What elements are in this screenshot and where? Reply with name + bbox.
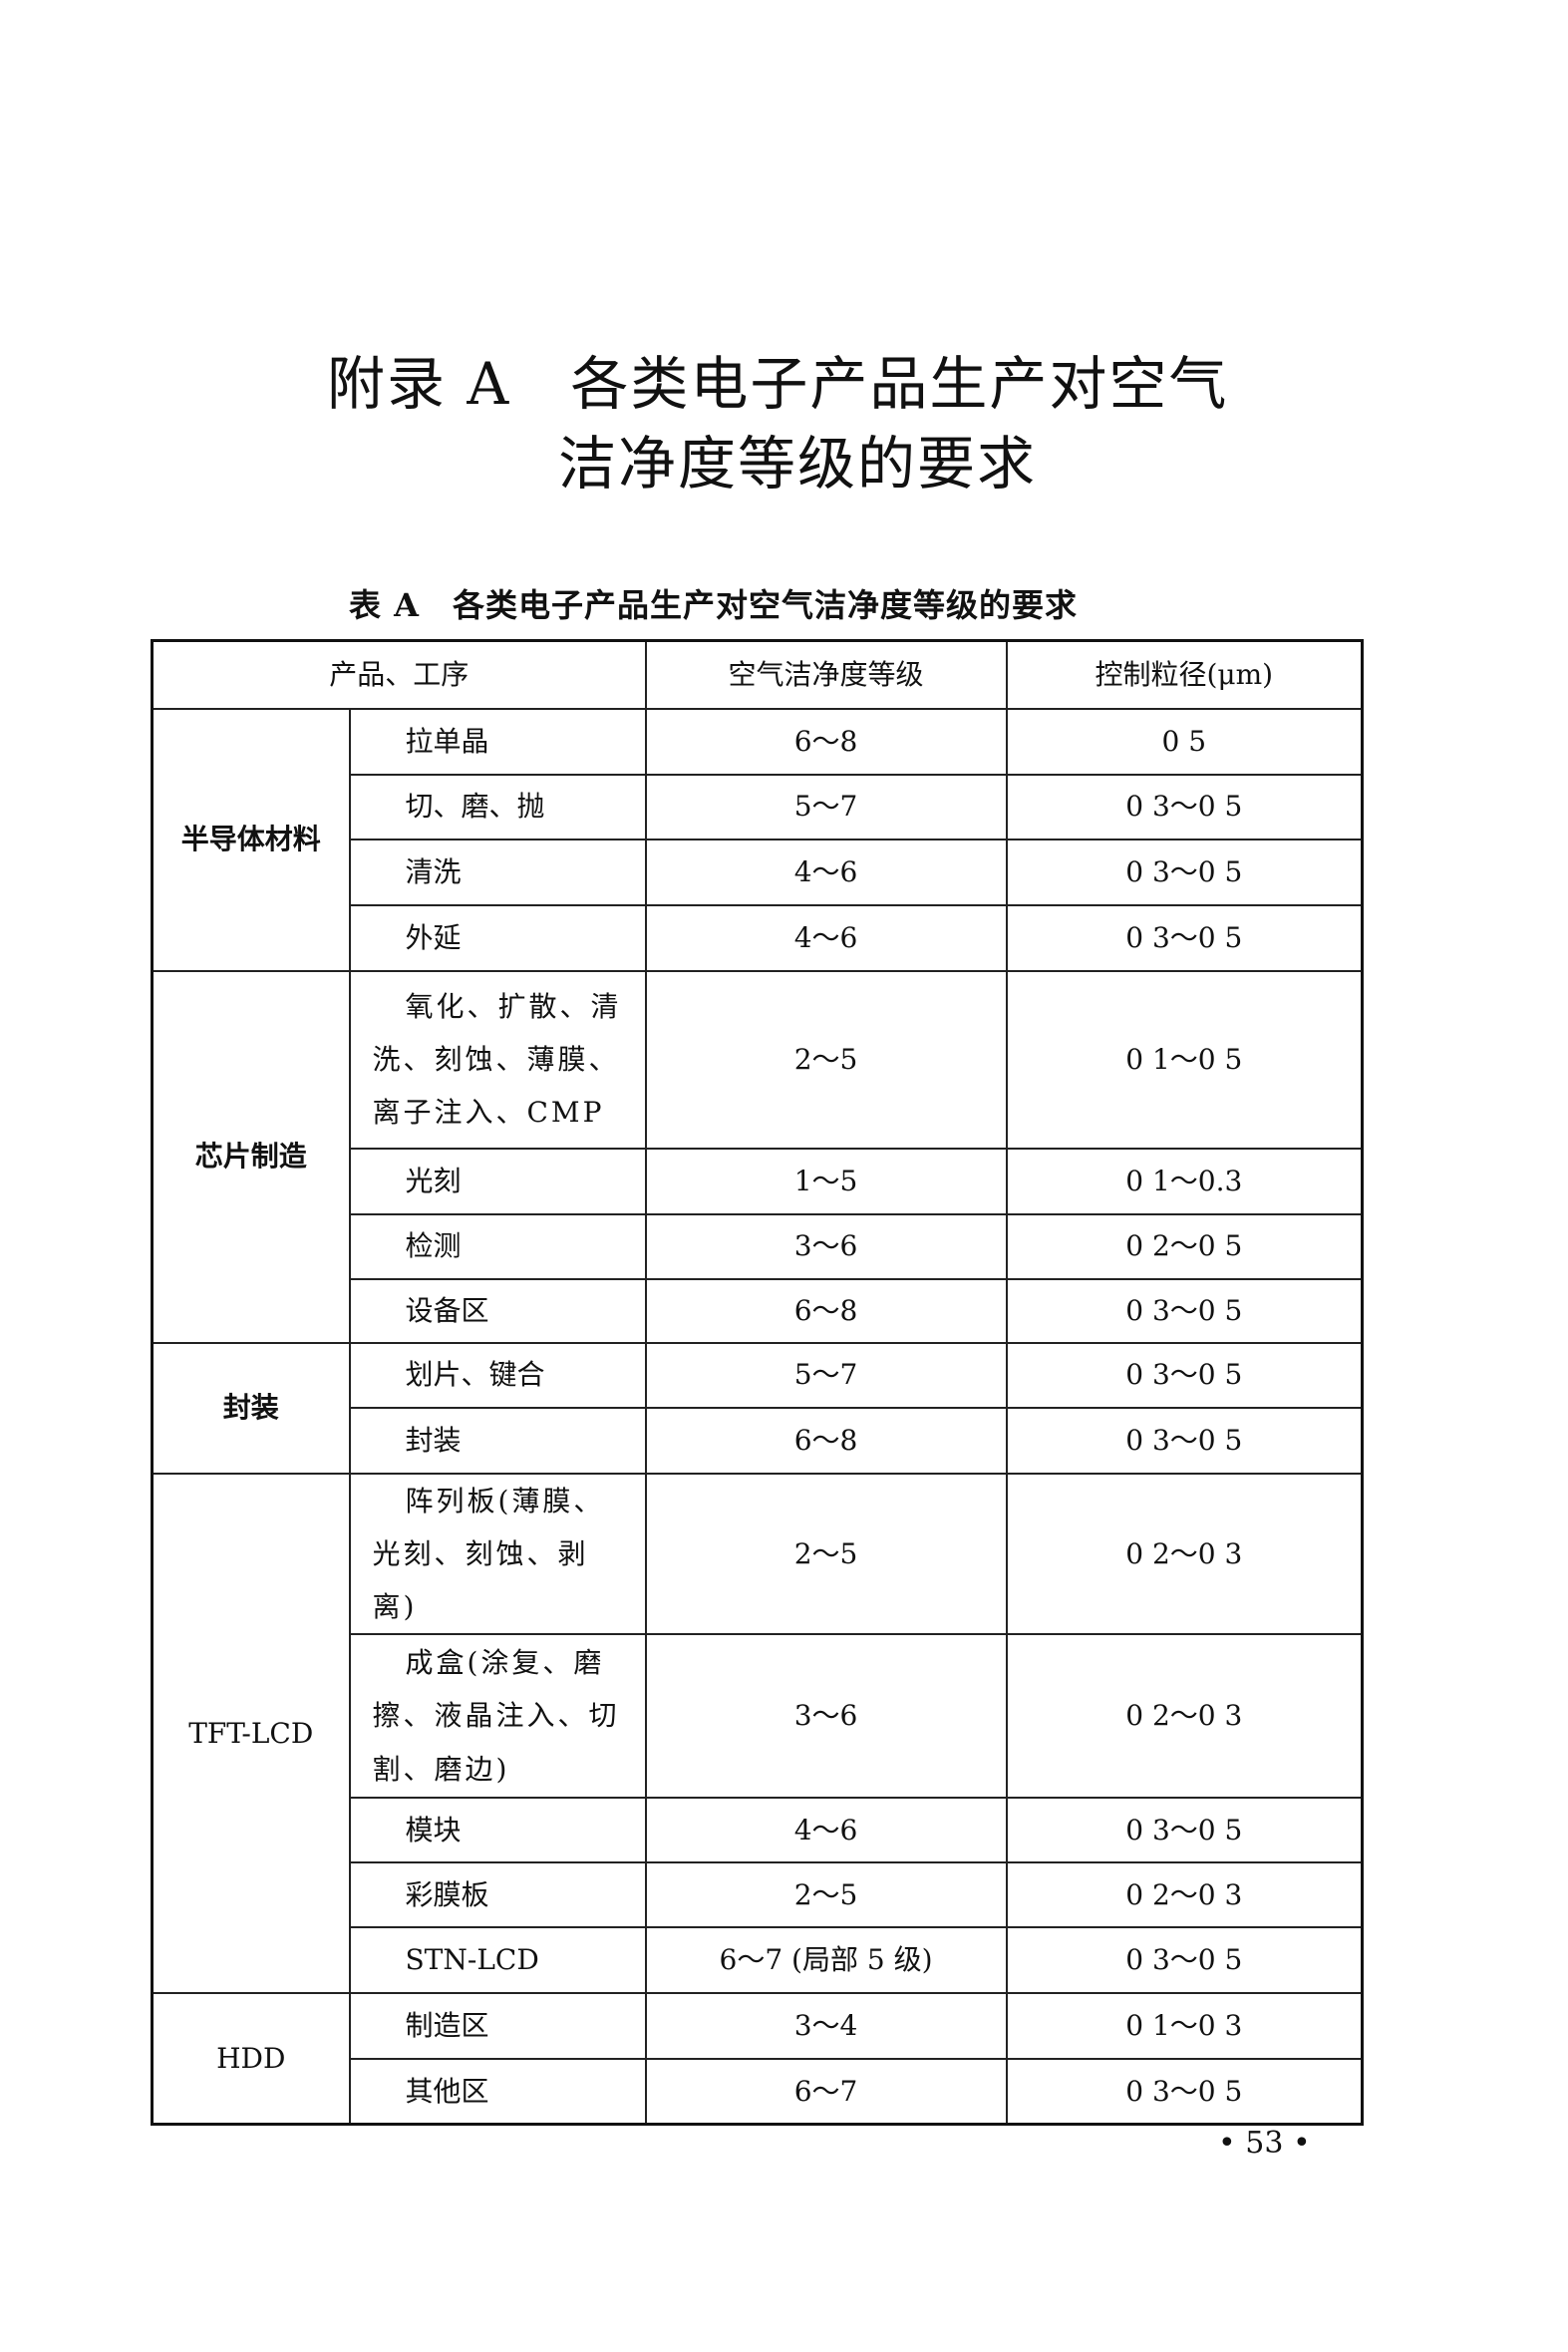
table-row: 检测 3～6 0 2～0 5: [153, 1212, 1364, 1280]
process-cell: 封装: [348, 1406, 647, 1475]
process-cell: 清洗: [348, 838, 647, 906]
grade-cell: 3～6: [644, 1633, 1008, 1800]
grade-cell: 6～7: [644, 2058, 1008, 2126]
table-row: 设备区 6～8 0 3～0 5: [153, 1277, 1364, 1344]
particle-size-cell: 0 2～0 3: [1005, 1861, 1364, 1929]
process-cell: 彩膜板: [348, 1861, 647, 1929]
table-row: TFT-LCD 阵列板(薄膜、光刻、刻蚀、剥离) 2～5 0 2～0 3: [151, 1472, 1364, 1995]
grade-cell: 4～6: [644, 903, 1008, 972]
particle-size-cell: 0 2～0 3: [1005, 1472, 1364, 1636]
particle-size-cell: 0 3～0 5: [1005, 2058, 1364, 2126]
table-row: 芯片制造 氧化、扩散、清洗、刻蚀、薄膜、离子注入、CMP 2～5 0 1～0 5: [151, 969, 1364, 1344]
table-row: 清洗 4～6 0 3～0 5: [153, 838, 1364, 906]
table-row: 彩膜板 2～5 0 2～0 3: [153, 1861, 1364, 1929]
particle-size-cell: 0 1～0.3: [1005, 1147, 1364, 1215]
table-row: STN-LCD 6～7 (局部 5 级) 0 3～0 5: [153, 1926, 1364, 1995]
particle-size-cell: 0 3～0 5: [1005, 903, 1364, 972]
table-row: 封装 划片、键合 5～7 0 3～0 5: [151, 1341, 1364, 1475]
particle-size-cell: 0 3～0 5: [1005, 1926, 1364, 1995]
process-cell: 检测: [348, 1212, 647, 1280]
grade-cell: 3～6: [644, 1212, 1008, 1280]
header-particle-size: 控制粒径(μm): [1005, 639, 1364, 710]
table-row: 其他区 6～7 0 3～0 5: [153, 2058, 1364, 2126]
table-row: 光刻 1～5 0 1～0.3: [153, 1147, 1364, 1215]
particle-size-cell: 0 2～0 3: [1005, 1633, 1364, 1800]
header-product-process: 产品、工序: [151, 639, 647, 710]
grade-cell: 6～8: [644, 707, 1008, 776]
process-cell: STN-LCD: [348, 1926, 647, 1995]
particle-size-cell: 0 2～0 5: [1005, 1212, 1364, 1280]
table-row: 封装 6～8 0 3～0 5: [153, 1406, 1364, 1475]
particle-size-cell: 0 3～0 5: [1005, 1797, 1364, 1864]
appendix-title-line-1: 附录 A 各类电子产品生产对空气: [327, 350, 1229, 418]
table-caption: 表 A 各类电子产品生产对空气洁净度等级的要求: [349, 586, 1078, 624]
particle-size-cell: 0 3～0 5: [1005, 838, 1364, 906]
grade-cell: 5～7: [644, 773, 1008, 840]
process-cell: 阵列板(薄膜、光刻、刻蚀、剥离): [348, 1472, 647, 1636]
process-cell: 拉单晶: [348, 707, 647, 776]
grade-cell: 4～6: [644, 1797, 1008, 1864]
table-row: 成盒(涂复、磨擦、液晶注入、切割、磨边) 3～6 0 2～0 3: [153, 1633, 1364, 1800]
grade-cell: 5～7: [644, 1341, 1008, 1409]
group-name-cell: 封装: [151, 1341, 351, 1475]
group-name-cell: TFT-LCD: [151, 1472, 351, 1995]
grade-cell: 3～4: [644, 1992, 1008, 2061]
grade-cell: 6～7 (局部 5 级): [644, 1926, 1008, 1995]
table-row: HDD 制造区 3～4 0 1～0 3: [151, 1992, 1364, 2126]
particle-size-cell: 0 3～0 5: [1005, 1277, 1364, 1344]
grade-cell: 2～5: [644, 1472, 1008, 1636]
page-number: • 53 •: [1218, 2126, 1311, 2161]
table-row: 半导体材料 拉单晶 6～8 0 5: [151, 707, 1364, 972]
particle-size-cell: 0 3～0 5: [1005, 773, 1364, 840]
particle-size-cell: 0 5: [1005, 707, 1364, 776]
process-cell: 光刻: [348, 1147, 647, 1215]
group-name-cell: 半导体材料: [151, 707, 351, 972]
table-row: 外延 4～6 0 3～0 5: [153, 903, 1364, 972]
grade-cell: 6～8: [644, 1277, 1008, 1344]
particle-size-cell: 0 3～0 5: [1005, 1341, 1364, 1409]
group-name-cell: HDD: [151, 1992, 351, 2126]
grade-cell: 4～6: [644, 838, 1008, 906]
grade-cell: 1～5: [644, 1147, 1008, 1215]
process-cell: 其他区: [348, 2058, 647, 2126]
grade-cell: 2～5: [644, 969, 1008, 1150]
process-cell: 设备区: [348, 1277, 647, 1344]
appendix-title-line-2: 洁净度等级的要求: [558, 430, 1038, 498]
particle-size-cell: 0 1～0 5: [1005, 969, 1364, 1150]
group-name-cell: 芯片制造: [151, 969, 351, 1344]
grade-cell: 6～8: [644, 1406, 1008, 1475]
process-cell: 制造区: [348, 1992, 647, 2061]
process-cell: 切、磨、抛: [348, 773, 647, 840]
cleanliness-table: 产品、工序 空气洁净度等级 控制粒径(μm) 半导体材料 拉单晶 6～8 0 5 切、磨…: [151, 639, 1365, 2126]
table-row: 切、磨、抛 5～7 0 3～0 5: [153, 773, 1364, 840]
process-cell: 模块: [348, 1797, 647, 1864]
header-row: 产品、工序 空气洁净度等级 控制粒径(μm): [151, 639, 1364, 710]
table-row: 模块 4～6 0 3～0 5: [153, 1797, 1364, 1864]
process-cell: 氧化、扩散、清洗、刻蚀、薄膜、离子注入、CMP: [348, 969, 647, 1150]
particle-size-cell: 0 1～0 3: [1005, 1992, 1364, 2061]
header-grade: 空气洁净度等级: [644, 639, 1008, 710]
process-cell: 外延: [348, 903, 647, 972]
grade-cell: 2～5: [644, 1861, 1008, 1929]
process-cell: 划片、键合: [348, 1341, 647, 1409]
particle-size-cell: 0 3～0 5: [1005, 1406, 1364, 1475]
process-cell: 成盒(涂复、磨擦、液晶注入、切割、磨边): [348, 1633, 647, 1800]
